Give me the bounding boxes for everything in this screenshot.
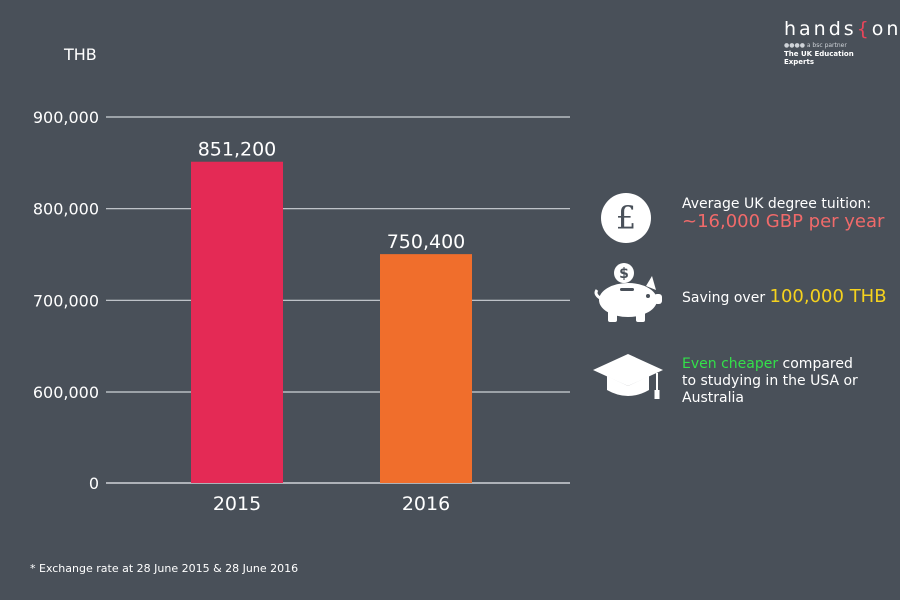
graduation-cap-icon bbox=[593, 354, 663, 399]
y-axis-label: THB bbox=[63, 45, 97, 64]
exchange-rate-footnote: * Exchange rate at 28 June 2015 & 28 Jun… bbox=[30, 562, 299, 575]
brand-logo: hands{on ●●●● a bsc partner The UK Educa… bbox=[784, 18, 900, 66]
svg-text:£: £ bbox=[616, 199, 636, 237]
pound-coin-icon: £ bbox=[601, 193, 651, 243]
bar-2016 bbox=[380, 254, 472, 483]
x-tick-label: 2016 bbox=[402, 493, 450, 515]
brand-tagline: The UK Education Experts bbox=[784, 50, 854, 66]
y-tick-label: 600,000 bbox=[33, 383, 99, 402]
x-tick-label: 2015 bbox=[213, 493, 261, 515]
bar-value-label: 750,400 bbox=[387, 231, 466, 253]
y-tick-label: 0 bbox=[89, 474, 99, 493]
svg-text:$: $ bbox=[619, 266, 629, 282]
piggy-bank-icon: $ bbox=[594, 263, 662, 322]
info-tuition: Average UK degree tuition: ~16,000 GBP p… bbox=[682, 196, 885, 232]
brand-wordmark: hands{on bbox=[784, 18, 900, 40]
info-saving: Saving over 100,000 THB bbox=[682, 286, 887, 307]
y-tick-label: 900,000 bbox=[33, 108, 99, 127]
y-tick-label: 800,000 bbox=[33, 200, 99, 219]
bar-2015 bbox=[191, 161, 283, 483]
brand-partner: ●●●● a bsc partner bbox=[784, 42, 847, 49]
y-tick-label: 700,000 bbox=[33, 291, 99, 310]
bar-value-label: 851,200 bbox=[198, 139, 277, 161]
info-comparison: Even cheaper compared to studying in the… bbox=[682, 356, 858, 406]
